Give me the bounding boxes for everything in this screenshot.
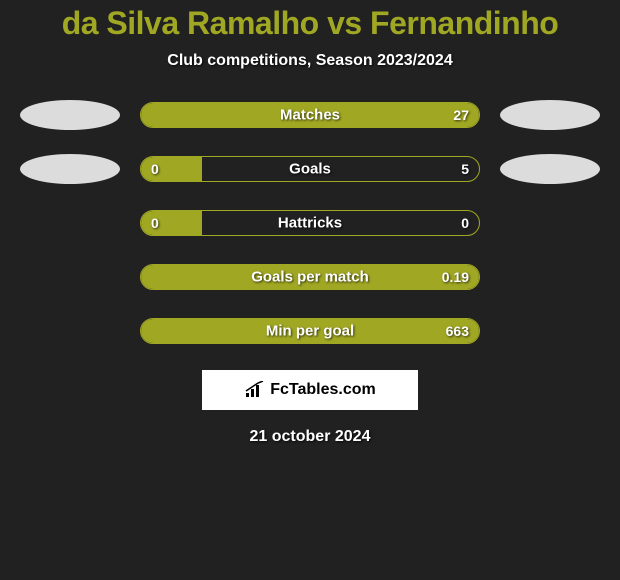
stat-label: Goals per match: [251, 269, 369, 286]
stat-label: Goals: [289, 161, 331, 178]
stat-bar: 0 Hattricks 0: [140, 210, 480, 236]
stats-list: Matches 27 0 Goals 5 0 Hattricks 0 Goals per mat…: [0, 100, 620, 346]
comparison-container: da Silva Ramalho vs Fernandinho Club com…: [0, 0, 620, 446]
left-ellipse: [20, 154, 120, 184]
stat-label: Min per goal: [266, 323, 354, 340]
stat-bar: 0 Goals 5: [140, 156, 480, 182]
right-ellipse: [500, 100, 600, 130]
stat-row: 0 Hattricks 0: [0, 208, 620, 238]
stat-right-value: 5: [461, 161, 469, 177]
chart-icon: [244, 381, 266, 399]
stat-label: Hattricks: [278, 215, 342, 232]
page-title: da Silva Ramalho vs Fernandinho: [0, 5, 620, 42]
stat-left-value: 0: [151, 161, 159, 177]
stat-left-value: 0: [151, 215, 159, 231]
stat-row: Matches 27: [0, 100, 620, 130]
stat-right-value: 27: [453, 107, 469, 123]
date-label: 21 october 2024: [0, 428, 620, 446]
stat-bar: Min per goal 663: [140, 318, 480, 344]
logo-text: FcTables.com: [270, 381, 376, 399]
stat-row: Min per goal 663: [0, 316, 620, 346]
stat-right-value: 663: [446, 323, 469, 339]
stat-label: Matches: [280, 107, 340, 124]
stat-bar: Goals per match 0.19: [140, 264, 480, 290]
stat-bar: Matches 27: [140, 102, 480, 128]
logo-box: FcTables.com: [202, 370, 418, 410]
right-ellipse: [500, 154, 600, 184]
stat-row: Goals per match 0.19: [0, 262, 620, 292]
left-ellipse: [20, 100, 120, 130]
page-subtitle: Club competitions, Season 2023/2024: [0, 52, 620, 70]
stat-right-value: 0.19: [442, 269, 469, 285]
stat-right-value: 0: [461, 215, 469, 231]
stat-row: 0 Goals 5: [0, 154, 620, 184]
